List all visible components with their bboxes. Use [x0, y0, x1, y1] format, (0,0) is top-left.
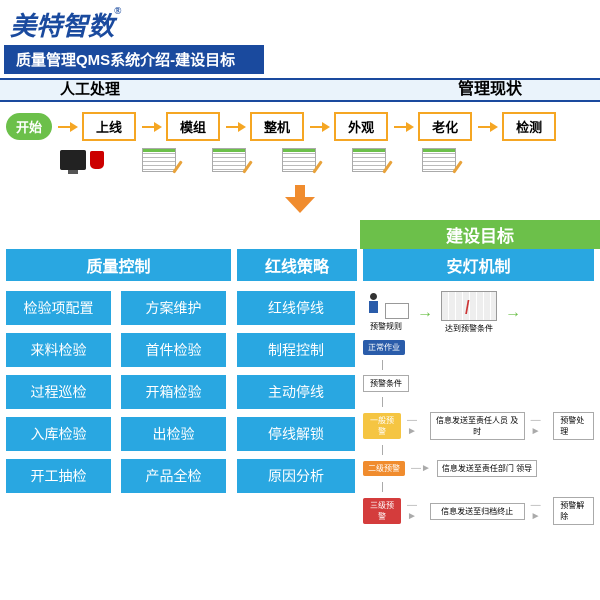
arrow-icon — [394, 126, 412, 128]
arrow-icon: → — [417, 304, 433, 322]
arrow-icon — [58, 126, 76, 128]
arrow-icon: —► — [407, 415, 424, 437]
arrow-icon — [142, 126, 160, 128]
sheet-icon — [142, 148, 176, 172]
quality-button[interactable]: 开箱检验 — [121, 375, 226, 409]
flow-step: 外观 — [334, 112, 388, 141]
alert-side-box: 预警解除 — [553, 497, 594, 525]
redline-button[interactable]: 停线解锁 — [237, 417, 355, 451]
quality-button[interactable]: 首件检验 — [121, 333, 226, 367]
sheet-icon — [352, 148, 386, 172]
device-icon — [60, 147, 106, 173]
arrow-icon: —► — [411, 463, 431, 474]
flow-icons — [0, 145, 600, 179]
arrow-icon: → — [505, 304, 521, 322]
chart-icon: 达到预警条件 — [441, 291, 497, 334]
redline-button[interactable]: 主动停线 — [237, 375, 355, 409]
process-flow: 开始 上线 模组 整机 外观 老化 检测 — [0, 102, 600, 145]
cond-label: 预警条件 — [363, 375, 409, 392]
band-left-label: 人工处理 — [0, 80, 380, 100]
alert-level-tag: 二级预警 — [363, 461, 405, 476]
quality-button[interactable]: 方案维护 — [121, 291, 226, 325]
flow-step: 上线 — [82, 112, 136, 141]
status-band: 人工处理 管理现状 — [0, 78, 600, 102]
down-arrow-icon — [0, 185, 600, 218]
quality-column: 检验项配置方案维护来料检验首件检验过程巡检开箱检验入库检验出检验开工抽检产品全检 — [6, 291, 231, 531]
flow-step: 整机 — [250, 112, 304, 141]
alert-level-tag: 一般预警 — [363, 413, 401, 439]
flow-step: 模组 — [166, 112, 220, 141]
quality-button[interactable]: 来料检验 — [6, 333, 111, 367]
sheet-icon — [422, 148, 456, 172]
section-header-andon: 安灯机制 — [363, 249, 594, 281]
alert-action-box: 信息发送至归档终止 — [430, 503, 525, 520]
operator-icon: 预警规则 — [363, 293, 409, 332]
arrow-icon: —► — [407, 500, 424, 522]
band-right-label: 管理现状 — [380, 80, 600, 100]
sheet-icon — [212, 148, 246, 172]
redline-button[interactable]: 制程控制 — [237, 333, 355, 367]
redline-button[interactable]: 红线停线 — [237, 291, 355, 325]
flow-step: 老化 — [418, 112, 472, 141]
quality-button[interactable]: 产品全检 — [121, 459, 226, 493]
alert-action-box: 信息发送至责任部门 领导 — [437, 460, 537, 477]
redline-column: 红线停线制程控制主动停线停线解锁原因分析 — [237, 291, 357, 531]
alert-side-box: 预警处理 — [553, 412, 594, 440]
quality-button[interactable]: 过程巡检 — [6, 375, 111, 409]
flow-start: 开始 — [6, 113, 52, 140]
quality-button[interactable]: 开工抽检 — [6, 459, 111, 493]
brand-logo: 美特智数® — [0, 0, 600, 45]
quality-button[interactable]: 出检验 — [121, 417, 226, 451]
section-header-quality: 质量控制 — [6, 249, 231, 281]
arrow-icon — [478, 126, 496, 128]
andon-column: 预警规则 → 达到预警条件 → 正常作业 预警条件 一般预警 —► 信息发送至责任人… — [363, 291, 594, 531]
alert-level-tag: 三级预警 — [363, 498, 401, 524]
section-header-redline: 红线策略 — [237, 249, 357, 281]
flow-step: 检测 — [502, 112, 556, 141]
arrow-icon — [226, 126, 244, 128]
redline-button[interactable]: 原因分析 — [237, 459, 355, 493]
quality-button[interactable]: 检验项配置 — [6, 291, 111, 325]
sheet-icon — [282, 148, 316, 172]
quality-button[interactable]: 入库检验 — [6, 417, 111, 451]
goals-label: 建设目标 — [360, 220, 600, 249]
arrow-icon — [310, 126, 328, 128]
page-title: 质量管理QMS系统介绍-建设目标 — [4, 45, 264, 74]
section-headers: 质量控制 红线策略 安灯机制 — [0, 249, 600, 281]
alert-action-box: 信息发送至责任人员 及时 — [430, 412, 525, 440]
state-tag-normal: 正常作业 — [363, 340, 405, 355]
